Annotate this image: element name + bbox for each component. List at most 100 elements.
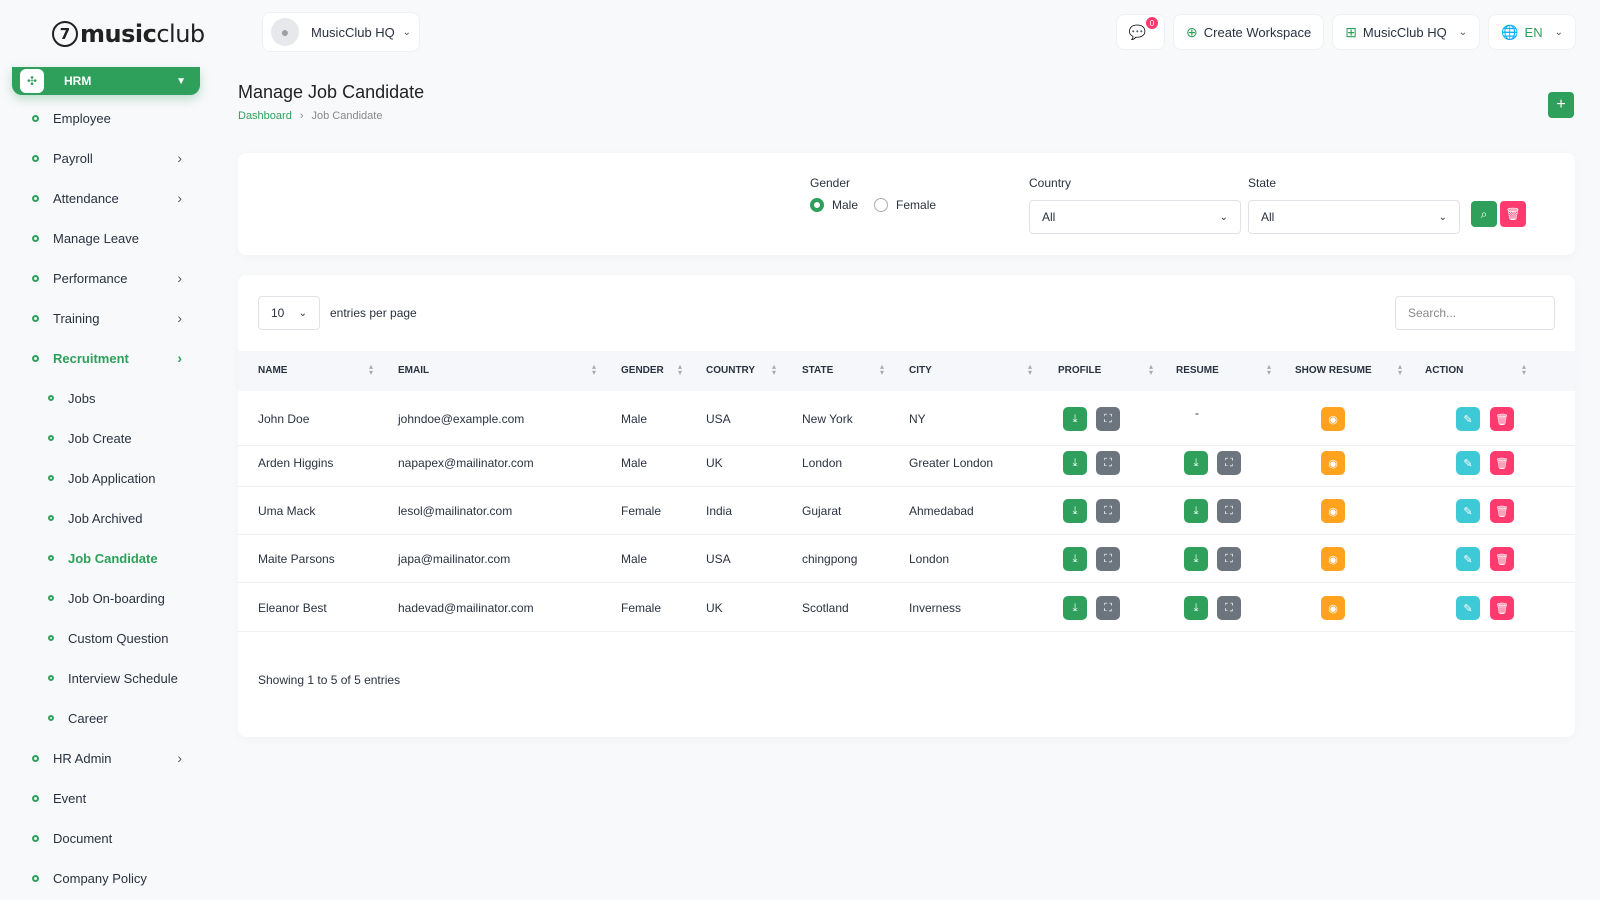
- sidebar-item-job-application[interactable]: Job Application: [0, 458, 212, 498]
- bullet-icon: [32, 234, 39, 242]
- sidebar-item-job-create[interactable]: Job Create: [0, 418, 212, 458]
- edit-button[interactable]: ✎: [1456, 407, 1480, 431]
- column-header-name[interactable]: NAME: [258, 365, 288, 376]
- fullscreen-icon: ⛶: [1104, 504, 1112, 517]
- resume-preview-button[interactable]: ⛶: [1217, 547, 1241, 571]
- profile-preview-button[interactable]: ⛶: [1096, 499, 1120, 523]
- resume-download-button[interactable]: ⤓: [1184, 596, 1208, 620]
- sidebar-item-payroll[interactable]: Payroll ›: [0, 138, 212, 178]
- sidebar-item-document[interactable]: Document: [0, 818, 212, 858]
- edit-button[interactable]: ✎: [1456, 499, 1480, 523]
- column-header-email[interactable]: EMAIL: [398, 365, 430, 376]
- reset-filter-button[interactable]: 🗑: [1500, 201, 1526, 227]
- chat-button[interactable]: 💬 0: [1115, 14, 1166, 50]
- sidebar-item-jobs[interactable]: Jobs: [0, 378, 212, 418]
- delete-button[interactable]: 🗑: [1490, 499, 1514, 523]
- logo-text: musicclub: [80, 20, 205, 48]
- column-header-resume[interactable]: RESUME: [1176, 365, 1219, 376]
- sidebar-item-job-archived[interactable]: Job Archived: [0, 498, 212, 538]
- delete-button[interactable]: 🗑: [1490, 596, 1514, 620]
- show-resume-button[interactable]: ◉: [1321, 499, 1345, 523]
- sidebar-item-interview-schedule[interactable]: Interview Schedule: [0, 658, 212, 698]
- sidebar-item-training[interactable]: Training ›: [0, 298, 212, 338]
- sort-icon[interactable]: ▴ ▾: [1149, 362, 1154, 377]
- profile-preview-button[interactable]: ⛶: [1096, 451, 1120, 475]
- sidebar-item-manage-leave[interactable]: Manage Leave: [0, 218, 212, 258]
- delete-button[interactable]: 🗑: [1490, 407, 1514, 431]
- gender-female-radio[interactable]: Female: [874, 198, 936, 212]
- edit-button[interactable]: ✎: [1456, 547, 1480, 571]
- radio-checked-icon: [810, 198, 824, 212]
- sidebar-item-hr-admin[interactable]: HR Admin ›: [0, 738, 212, 778]
- resume-preview-button[interactable]: ⛶: [1217, 596, 1241, 620]
- profile-preview-button[interactable]: ⛶: [1096, 547, 1120, 571]
- show-resume-button[interactable]: ◉: [1321, 407, 1345, 431]
- sidebar-item-recruitment[interactable]: Recruitment ›: [0, 338, 212, 378]
- column-header-gender[interactable]: GENDER: [621, 365, 664, 376]
- cell-email: japa@mailinator.com: [398, 552, 511, 566]
- search-button[interactable]: ⌕: [1471, 201, 1497, 227]
- sidebar-item-performance[interactable]: Performance ›: [0, 258, 212, 298]
- profile-preview-button[interactable]: ⛶: [1096, 407, 1120, 431]
- sidebar-item-job-on-boarding[interactable]: Job On-boarding: [0, 578, 212, 618]
- sidebar-item-career[interactable]: Career: [0, 698, 212, 738]
- delete-button[interactable]: 🗑: [1490, 451, 1514, 475]
- profile-download-button[interactable]: ⤓: [1063, 499, 1087, 523]
- sort-icon[interactable]: ▴ ▾: [678, 362, 683, 377]
- column-header-state[interactable]: STATE: [802, 365, 834, 376]
- state-select[interactable]: All ⌄: [1248, 200, 1460, 234]
- workspace-switcher[interactable]: ● MusicClub HQ ⌄: [262, 12, 420, 52]
- country-select[interactable]: All ⌄: [1029, 200, 1241, 234]
- sort-icon[interactable]: ▴ ▾: [880, 362, 885, 377]
- sort-icon[interactable]: ▴ ▾: [1028, 362, 1033, 377]
- language-selector[interactable]: 🌐 EN ⌄: [1488, 14, 1576, 50]
- bullet-icon: [48, 555, 54, 561]
- workspace-menu[interactable]: ⊞ MusicClub HQ ⌄: [1332, 14, 1481, 50]
- breadcrumb-dashboard[interactable]: Dashboard: [238, 110, 292, 122]
- table-search-input[interactable]: [1395, 296, 1555, 330]
- column-header-show-resume[interactable]: SHOW RESUME: [1295, 365, 1372, 376]
- delete-button[interactable]: 🗑: [1490, 547, 1514, 571]
- sort-icon[interactable]: ▴ ▾: [1267, 362, 1272, 377]
- sidebar-item-label: Manage Leave: [53, 230, 140, 246]
- show-resume-button[interactable]: ◉: [1321, 547, 1345, 571]
- column-header-action[interactable]: ACTION: [1425, 365, 1464, 376]
- module-hrm[interactable]: ✣ HRM ▼: [12, 67, 200, 95]
- sidebar-item-employee[interactable]: Employee: [0, 98, 212, 138]
- sort-icon[interactable]: ▴ ▾: [1522, 362, 1527, 377]
- resume-download-button[interactable]: ⤓: [1184, 547, 1208, 571]
- brand-logo[interactable]: 7 musicclub: [52, 20, 205, 48]
- profile-download-button[interactable]: ⤓: [1063, 407, 1087, 431]
- gender-male-radio[interactable]: Male: [810, 198, 858, 212]
- sort-icon[interactable]: ▴ ▾: [772, 362, 777, 377]
- sidebar-item-attendance[interactable]: Attendance ›: [0, 178, 212, 218]
- profile-download-button[interactable]: ⤓: [1063, 596, 1087, 620]
- sidebar-item-company-policy[interactable]: Company Policy: [0, 858, 212, 898]
- show-resume-button[interactable]: ◉: [1321, 596, 1345, 620]
- column-header-profile[interactable]: PROFILE: [1058, 365, 1102, 376]
- column-header-country[interactable]: COUNTRY: [706, 365, 756, 376]
- resume-preview-button[interactable]: ⛶: [1217, 451, 1241, 475]
- sort-icon[interactable]: ▴ ▾: [592, 362, 597, 377]
- profile-download-button[interactable]: ⤓: [1063, 547, 1087, 571]
- sort-icon[interactable]: ▴ ▾: [1398, 362, 1403, 377]
- resume-download-button[interactable]: ⤓: [1184, 451, 1208, 475]
- per-page-select[interactable]: 10 ⌄: [258, 296, 320, 330]
- edit-button[interactable]: ✎: [1456, 451, 1480, 475]
- profile-download-button[interactable]: ⤓: [1063, 451, 1087, 475]
- sidebar-item-custom-question[interactable]: Custom Question: [0, 618, 212, 658]
- trash-icon: 🗑: [1505, 207, 1521, 221]
- user-avatar-icon: ●: [271, 18, 299, 46]
- profile-preview-button[interactable]: ⛶: [1096, 596, 1120, 620]
- create-workspace-button[interactable]: ⊕ Create Workspace: [1173, 14, 1325, 50]
- show-resume-button[interactable]: ◉: [1321, 451, 1345, 475]
- column-header-city[interactable]: CITY: [909, 365, 932, 376]
- sidebar-item-job-candidate[interactable]: Job Candidate: [0, 538, 212, 578]
- sort-icon[interactable]: ▴ ▾: [369, 362, 374, 377]
- resume-download-button[interactable]: ⤓: [1184, 499, 1208, 523]
- sidebar-item-event[interactable]: Event: [0, 778, 212, 818]
- edit-button[interactable]: ✎: [1456, 596, 1480, 620]
- add-candidate-button[interactable]: +: [1548, 92, 1574, 118]
- resume-preview-button[interactable]: ⛶: [1217, 499, 1241, 523]
- trash-icon: 🗑: [1495, 553, 1509, 566]
